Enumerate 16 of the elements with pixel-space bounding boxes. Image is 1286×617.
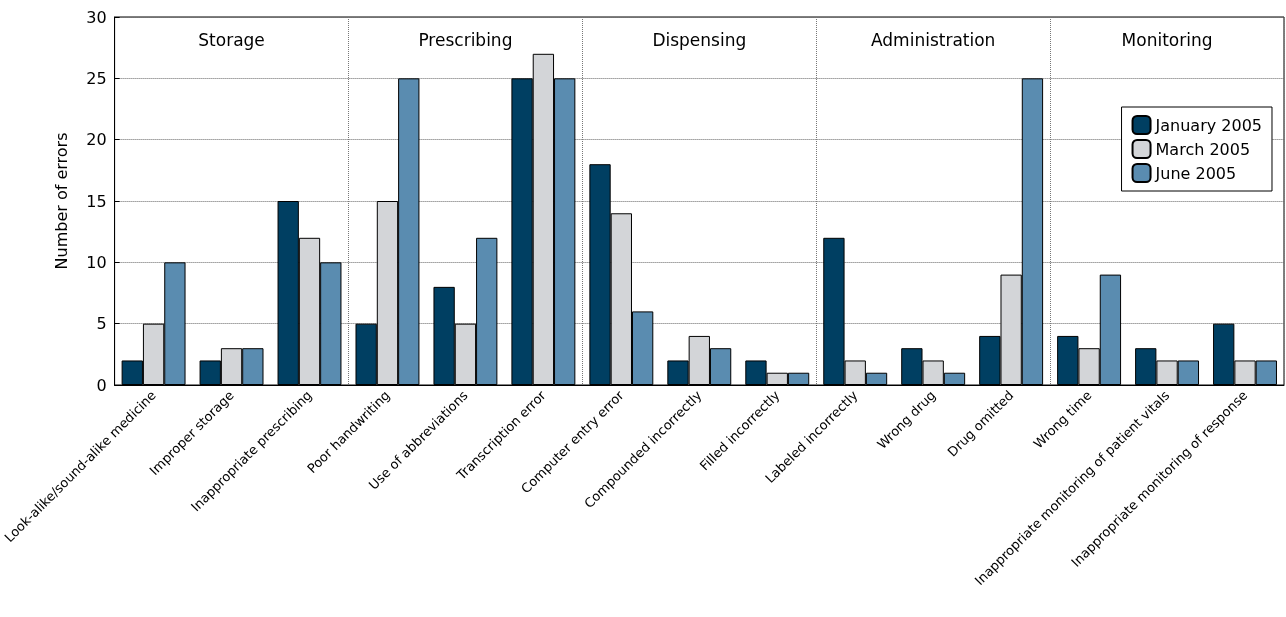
annotation: Dispensing bbox=[652, 29, 747, 50]
y-tick-label: 5 bbox=[96, 314, 107, 334]
legend-label: March 2005 bbox=[1155, 139, 1251, 159]
y-tick-label: 0 bbox=[96, 375, 107, 395]
y-axis-title: Number of errors bbox=[52, 132, 72, 270]
annotation: Administration bbox=[870, 29, 996, 50]
annotation: Prescribing bbox=[418, 29, 513, 50]
legend-label: January 2005 bbox=[1154, 115, 1263, 135]
y-tick-label: 25 bbox=[86, 68, 107, 88]
annotation: Storage bbox=[198, 29, 265, 50]
annotation: Monitoring bbox=[1121, 29, 1213, 50]
y-tick-label: 10 bbox=[86, 252, 107, 272]
y-tick-label: 20 bbox=[86, 130, 107, 150]
y-tick-label: 30 bbox=[86, 7, 107, 27]
legend-label: June 2005 bbox=[1154, 163, 1237, 183]
y-tick-label: 15 bbox=[86, 191, 107, 211]
